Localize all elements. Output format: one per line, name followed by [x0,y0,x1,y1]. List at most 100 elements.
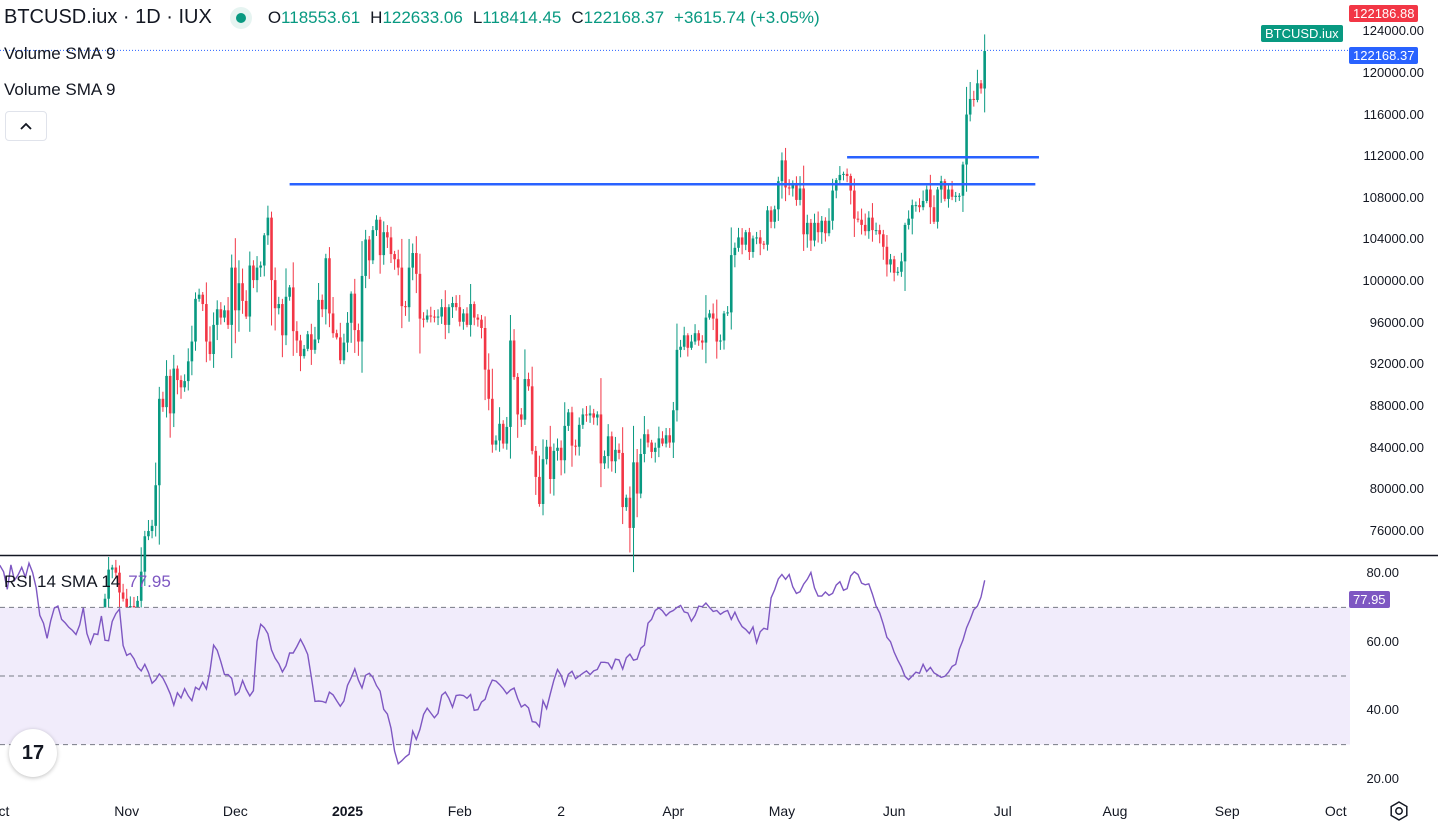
candle [552,443,556,496]
candle [364,229,367,289]
candle [255,256,259,293]
candle-body [639,453,643,494]
candle-body [324,258,328,310]
candle-body [335,333,338,338]
volume-indicator-label[interactable]: Volume SMA 9 [4,44,116,63]
candle [567,409,570,431]
candle [729,227,733,330]
tradingview-logo-icon[interactable]: 17 [9,729,57,777]
candle-body [331,313,335,334]
candle [179,375,183,399]
candle [701,335,704,350]
candle [440,299,443,324]
candle-body [469,304,472,325]
candle [407,238,411,322]
last-price-tag: 122168.37 [1349,47,1419,64]
candle-body [364,239,367,276]
candle-body [255,267,259,281]
time-tick-label: Feb [447,803,472,819]
candle [849,173,853,205]
candle [494,435,498,451]
candle-body [773,209,776,222]
price-tick-label: 84000.00 [1369,439,1424,455]
candle [784,147,787,202]
candle [143,530,147,586]
candle-body [943,181,947,199]
candle [570,406,574,467]
candle-body [979,83,983,89]
candle-body [447,307,451,325]
candle [816,211,820,243]
candle-body [827,220,831,234]
candle-body [400,267,404,307]
candle-body [882,234,885,247]
candle [346,312,349,353]
candle [462,309,465,330]
candle-body [585,414,588,416]
symbol-title[interactable]: BTCUSD.iux · 1D · IUX [4,6,212,28]
candle-body [411,253,414,268]
candle [393,250,396,270]
candle-body [212,324,215,355]
candle-body [921,200,925,208]
rsi-legend[interactable]: RSI 14 SMA 14 77.95 [4,572,171,592]
ohlc-value: C122168.37 [571,7,665,27]
candle-body [114,567,118,573]
candle [802,165,805,251]
gear-icon[interactable] [1388,800,1410,822]
candle [234,238,237,344]
candle-body [653,447,657,452]
chevron-up-icon [20,122,32,130]
candle-body [404,306,407,308]
candle-body [831,190,834,221]
candle [288,285,291,301]
volume-indicator-label-2[interactable]: Volume SMA 9 [4,80,116,99]
candle-body [425,315,429,320]
candle-body [183,381,186,388]
candle [632,425,635,573]
candle-body [320,299,324,310]
collapse-button[interactable] [5,111,47,141]
candle-body [197,294,201,299]
candle-body [186,361,190,382]
candle [190,325,194,376]
candle-body [349,293,353,323]
candle-body [512,340,516,377]
candle-body [454,303,458,308]
candle [505,416,509,450]
candle-body [458,307,462,322]
price-tick-label: 80000.00 [1369,481,1424,497]
candle-body [472,304,476,318]
candle [291,262,295,356]
candle [443,290,447,340]
candle-body [762,243,766,245]
candle [310,323,313,365]
candle [860,208,863,235]
candle [929,174,932,224]
candle [284,268,288,346]
candle-body [824,220,827,234]
candle [172,354,176,428]
candle-body [306,334,310,349]
candle-body [892,259,896,273]
candle-body [954,195,957,197]
candle-body [205,304,208,342]
candle [516,373,519,438]
candle [422,312,425,328]
candle-body [509,340,512,427]
candle [882,229,885,260]
candle [889,253,892,273]
candle-body [729,255,733,313]
candle [686,333,690,357]
candle [834,178,838,199]
candle [621,427,624,525]
candle [469,283,472,337]
candle-body [281,304,284,336]
candle [176,365,179,395]
candle-body [885,246,889,265]
candle-body [726,312,729,314]
candle [635,449,639,518]
candle-body [520,414,523,420]
chart-header: BTCUSD.iux · 1D · IUX O118553.61 H122633.… [4,6,820,29]
